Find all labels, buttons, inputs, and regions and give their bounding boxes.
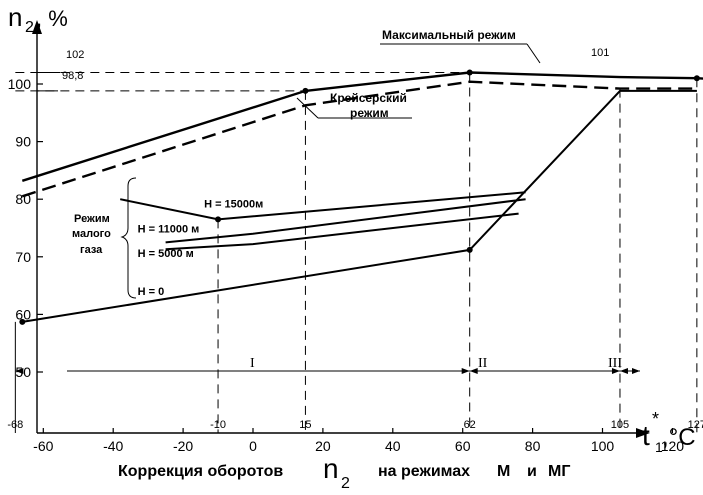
caption-suffix: на режимах [378,463,470,480]
x-tick-label: 20 [315,438,331,454]
x-tick-label: 100 [591,438,615,454]
x-tick-label: -60 [33,438,53,454]
label-h15000: H = 15000м [204,198,263,210]
data-point-marker [302,87,309,94]
y-axis-title-subscript: 2 [25,19,34,36]
series-labels: H = 15000м H = 11000 м H = 5000 м H = 0 [138,198,264,298]
x-tick-label: -40 [103,438,123,454]
data-point-marker [693,75,700,82]
ref-label-98-8: 98,8 [62,70,83,82]
x-axis-title-subscript: 1 [655,439,663,455]
caption-n: n [323,453,339,484]
x-tick-label: 120 [661,438,685,454]
special-x-label: 15 [299,419,311,431]
series-h11000-line [165,198,526,244]
special-x-label: 62 [464,419,476,431]
caption: Коррекция оборотов n 2 на режимах М и МГ [118,453,570,492]
x-tick-label: 0 [249,438,257,454]
y-axis-arrow [32,20,42,34]
annotation-max: Максимальный режим [382,28,516,42]
annotation-idle-1: Режим [74,213,110,225]
label-h11000: H = 11000 м [138,224,200,236]
series-cruise-line [21,80,697,198]
ref-label-101: 101 [591,47,609,59]
special-x-label: -68 [7,419,23,431]
zone-arrows [15,368,640,374]
series-h0-line [22,89,697,323]
y-axis-title: n 2 , % [8,2,68,36]
zone-arrow-left [15,368,24,374]
series [21,71,703,323]
guide-lines [14,71,698,433]
x-tick-label: -20 [173,438,193,454]
series-h5000-line [165,212,519,251]
caption-and: и [527,463,537,480]
zone-label-1: I [250,356,255,371]
x-axis-title-unit: ,°C [662,424,696,451]
zone-arrow-right [461,368,470,374]
zone-arrow-left [469,368,478,374]
y-tick-label: 90 [15,134,31,150]
zone-arrow-left [619,368,628,374]
leader-cruise-2 [296,97,319,119]
x-axis-title-superscript: * [652,409,659,429]
special-x-label: 105 [611,419,629,431]
special-x-label: 127 [688,419,703,431]
annotation-idle-2: малого [72,228,111,240]
y-tick-label: 100 [8,76,32,92]
caption-sub: 2 [341,475,350,492]
label-h0: H = 0 [138,286,165,298]
label-h5000: H = 5000 м [138,248,194,260]
zone-arrow-right [611,368,620,374]
data-point-marker [19,318,26,325]
data-point-marker [466,69,473,76]
y-tick-label: 70 [15,249,31,265]
zone-label-2: II [478,356,488,371]
caption-mg: МГ [548,463,570,480]
zone-label-3: III [608,356,622,371]
x-axis-title-symbol: t [642,420,650,451]
x-tick-label: 60 [455,438,471,454]
zone-arrow-right [632,368,640,374]
x-tick-label: 40 [385,438,401,454]
x-axis-arrow [636,428,650,438]
idle-brace [120,177,137,299]
x-axis-title: t * 1 ,°C [642,409,696,455]
ref-label-102: 102 [66,49,84,61]
annotation-idle-3: газа [80,244,103,256]
data-point-marker [215,216,222,223]
data-point-marker [466,246,473,253]
y-axis-title-unit: , % [36,6,68,31]
y-axis-title-symbol: n [8,2,22,32]
special-x-label: -10 [210,419,226,431]
x-tick-label: 80 [525,438,541,454]
leader-max-2 [526,43,541,64]
series-h15000-line [119,191,526,221]
y-tick-label: 50 [15,364,31,380]
markers [19,69,700,325]
caption-m: М [497,463,510,480]
y-tick-label: 60 [15,306,31,322]
series-max-line [21,71,703,182]
annotation-cruise-2: режим [350,106,389,120]
caption-prefix: Коррекция оборотов [118,463,283,480]
